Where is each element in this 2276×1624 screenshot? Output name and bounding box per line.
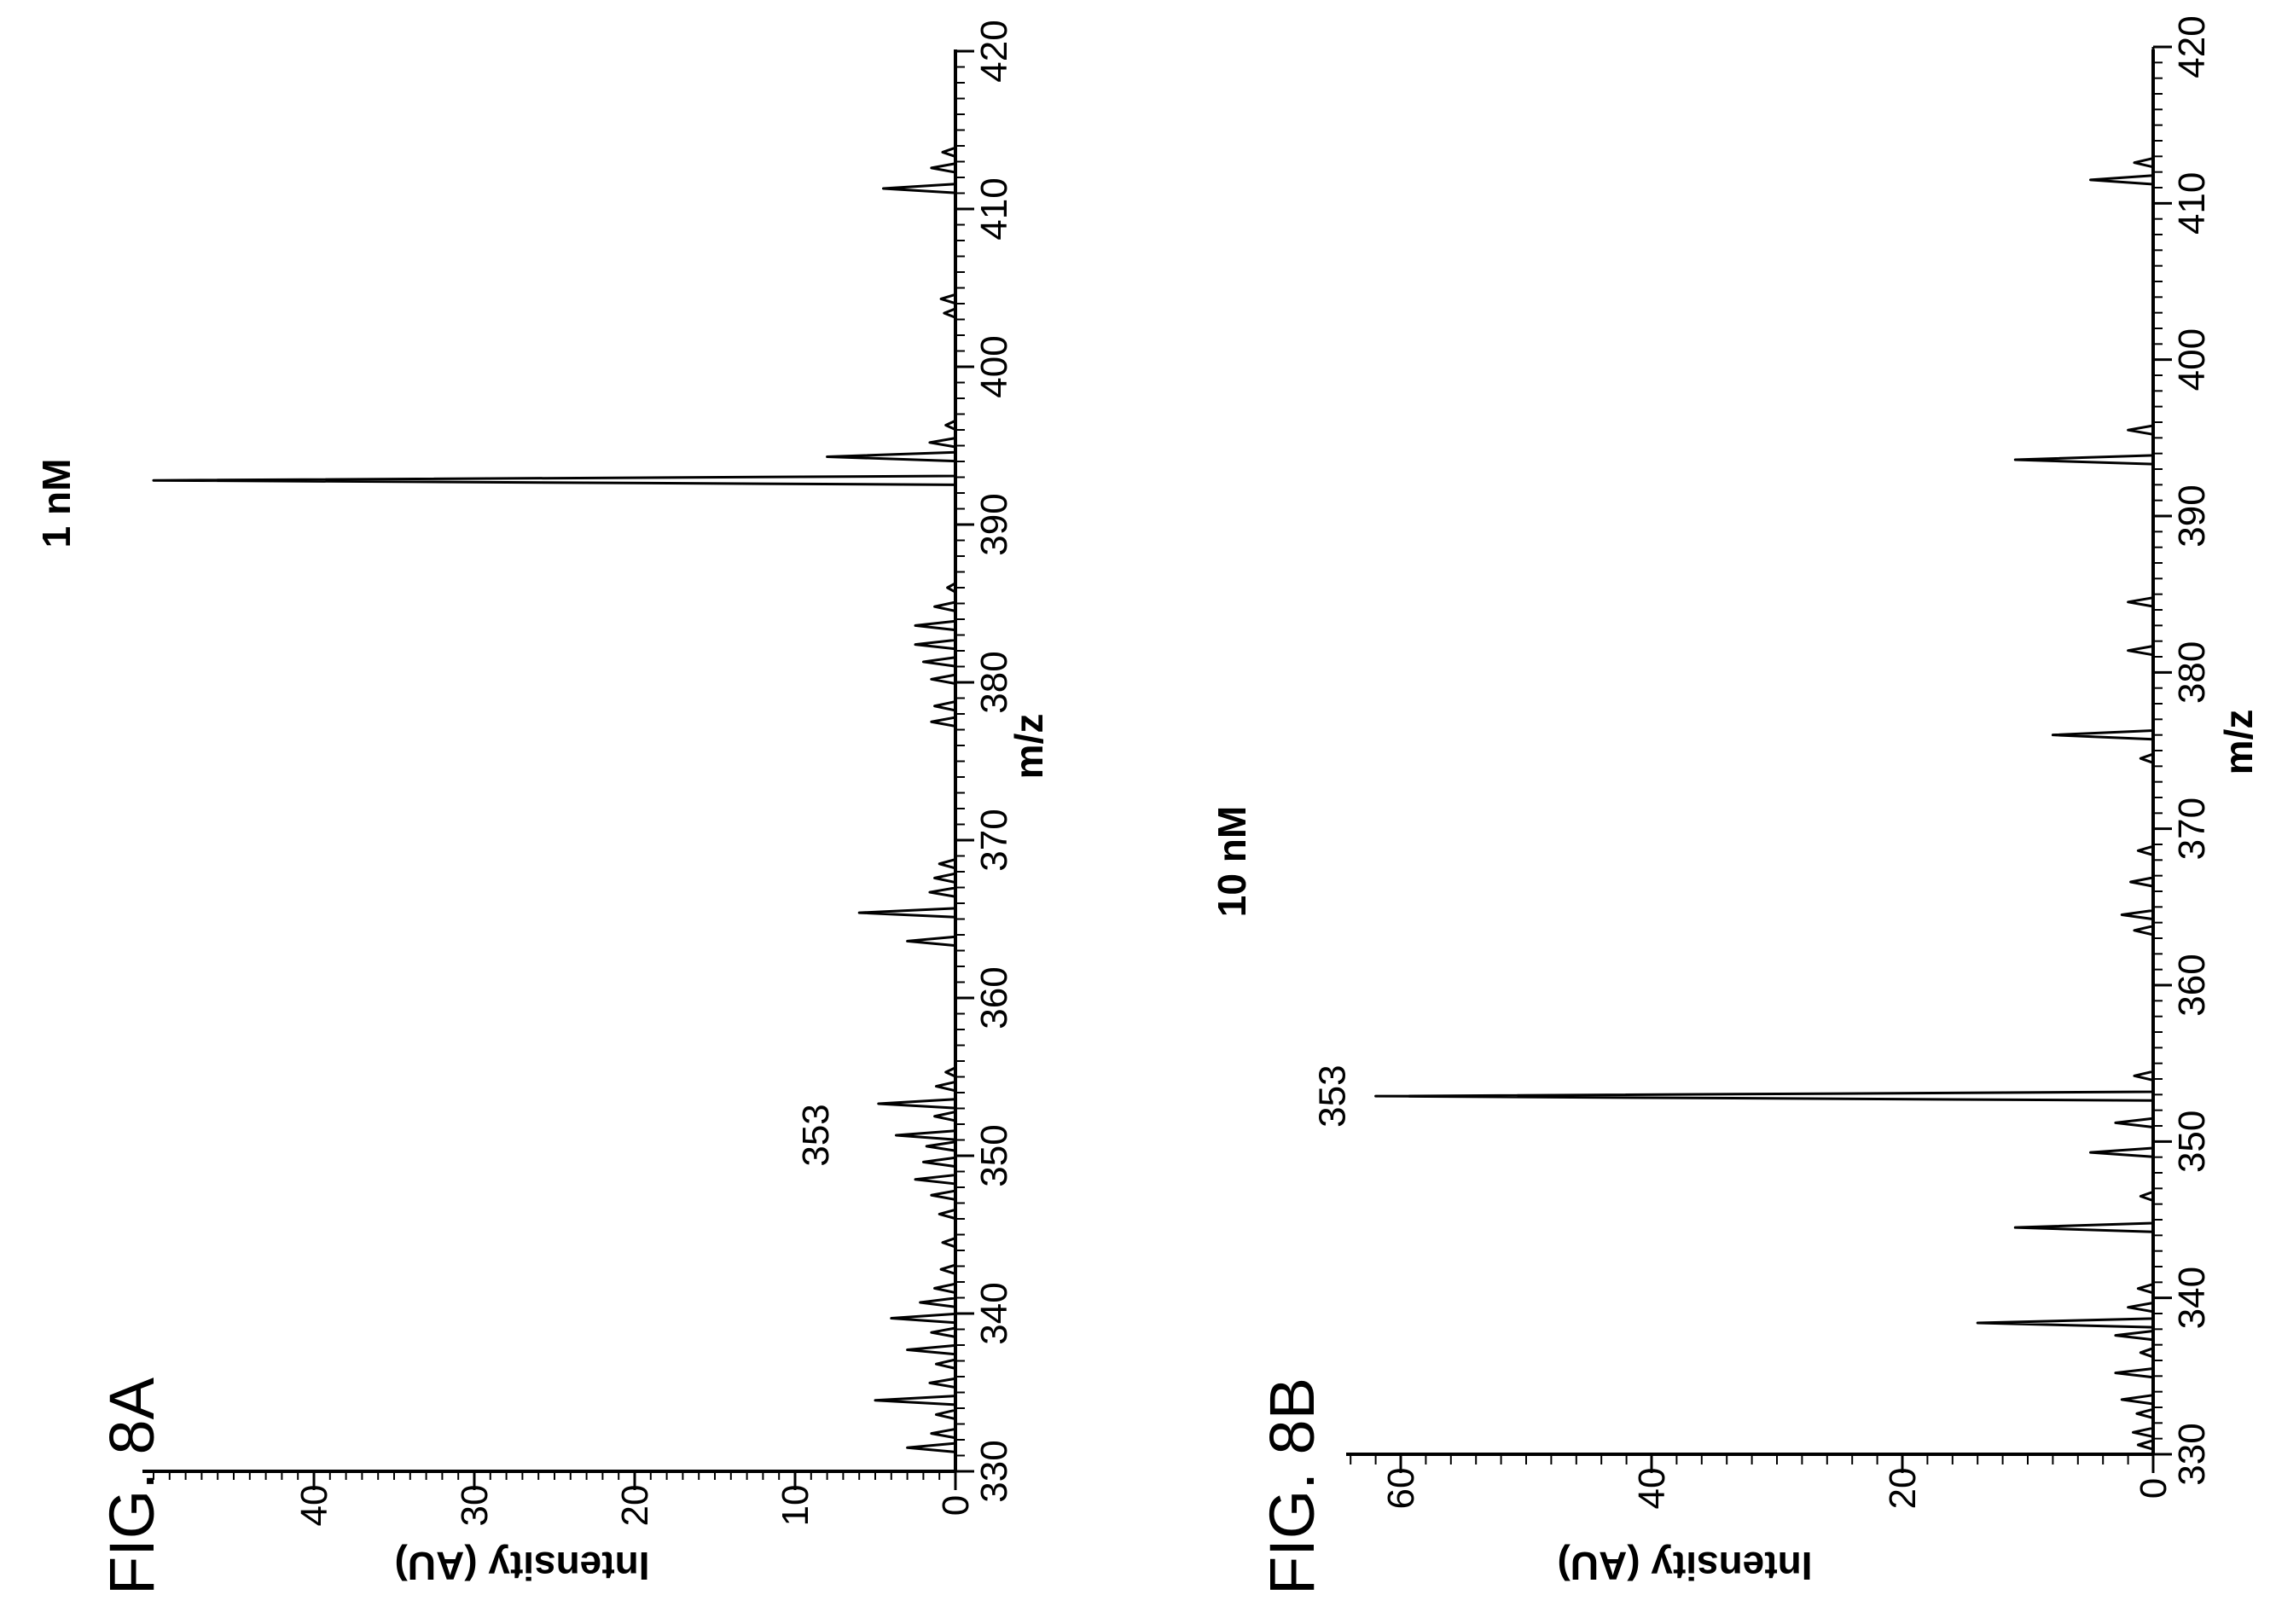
x-tick-label: 340 xyxy=(2171,1267,2213,1329)
y-tick-label: 10 xyxy=(775,1485,816,1527)
x-tick-label: 410 xyxy=(2171,172,2213,235)
x-tick-label: 370 xyxy=(973,809,1015,871)
x-tick-label: 350 xyxy=(973,1124,1015,1186)
panel-fig-8a: FIG. 8A 1 nM Intensity (AU) m/z 330 340 35… xyxy=(34,20,1051,1595)
x-ticks-8b: 330 340 350 360 370 380 390 400 410 420 xyxy=(2153,15,2213,1486)
y-axis-title-8a: Intensity (AU) xyxy=(395,1544,650,1588)
y-tick-label: 0 xyxy=(2133,1478,2174,1499)
y-tick-label: 40 xyxy=(293,1485,335,1527)
chart-title-8a: 1 nM xyxy=(34,459,78,548)
x-axis-title-8b: m/z xyxy=(2216,710,2261,775)
x-tick-label: 360 xyxy=(973,966,1015,1029)
x-tick-label: 400 xyxy=(973,335,1015,397)
y-axis-title-8b: Intensity (AU) xyxy=(1558,1544,1813,1588)
x-tick-label: 370 xyxy=(2171,798,2213,860)
y-tick-label: 30 xyxy=(454,1485,496,1527)
x-tick-label: 380 xyxy=(973,651,1015,713)
peak-annotation-353-8b: 353 xyxy=(1312,1064,1354,1127)
x-tick-label: 390 xyxy=(2171,484,2213,547)
panel-fig-8b: FIG. 8B 10 nM Intensity (AU) m/z 3303403… xyxy=(1210,15,2261,1595)
x-tick-label: 330 xyxy=(2171,1423,2213,1485)
x-tick-label: 360 xyxy=(2171,954,2213,1016)
y-ticks-8b: 0 20 40 60 xyxy=(1350,1454,2174,1509)
x-tick-label: 390 xyxy=(973,493,1015,555)
chart-title-8b: 10 nM xyxy=(1210,806,1254,917)
y-tick-label: 60 xyxy=(1380,1468,1422,1510)
peak-annotation-353-8a: 353 xyxy=(795,1104,837,1166)
x-tick-label: 330 xyxy=(973,1440,1015,1502)
x-tick-label: 350 xyxy=(2171,1111,2213,1173)
x-tick-label: 340 xyxy=(973,1282,1015,1344)
x-tick-label: 420 xyxy=(973,20,1015,82)
x-tick-label: 380 xyxy=(2171,641,2213,704)
spectrum-trace-8a xyxy=(152,51,957,1471)
x-axis-title-8a: m/z xyxy=(1007,714,1051,780)
figure-label-8a: FIG. 8A xyxy=(96,1377,167,1595)
y-tick-label: 20 xyxy=(614,1485,656,1527)
figure-label-8b: FIG. 8B xyxy=(1257,1378,1327,1595)
y-ticks-8a: 0 10 20 30 40 xyxy=(153,1471,977,1527)
y-tick-label: 40 xyxy=(1631,1468,1673,1510)
y-tick-label: 0 xyxy=(935,1495,977,1516)
x-tick-label: 400 xyxy=(2171,328,2213,391)
spectrum-trace-8b xyxy=(1374,47,2155,1454)
x-ticks-8a: 330 340 350 360 370 380 390 400 410 420 xyxy=(955,20,1015,1503)
x-tick-label: 420 xyxy=(2171,15,2213,78)
y-tick-label: 20 xyxy=(1882,1468,1924,1510)
x-tick-label: 410 xyxy=(973,177,1015,240)
